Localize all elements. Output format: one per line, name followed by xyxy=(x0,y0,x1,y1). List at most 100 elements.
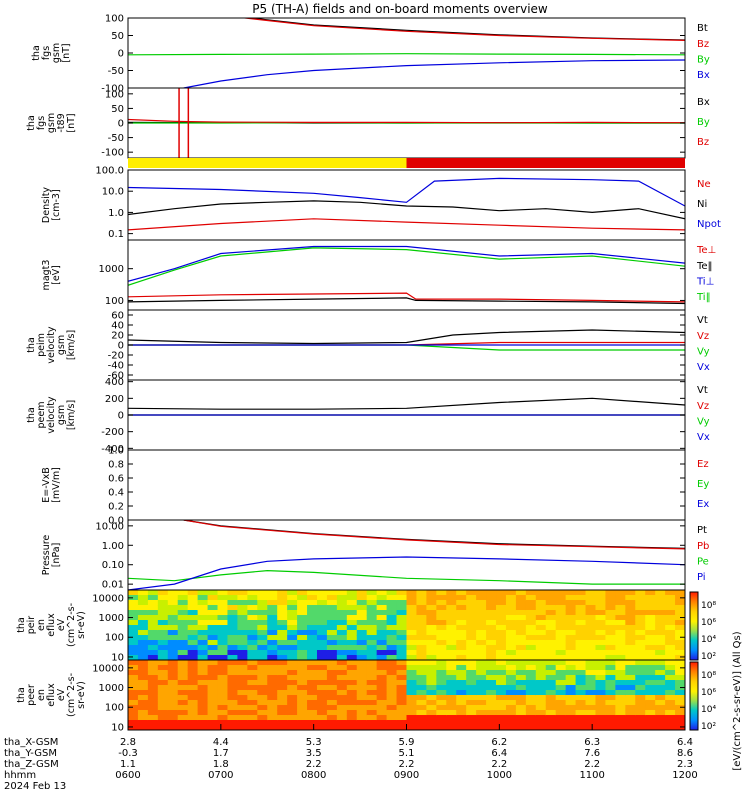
spectrogram-cell xyxy=(187,655,199,660)
spectrogram-cell xyxy=(585,700,597,706)
spectrogram-cell xyxy=(227,705,239,711)
spectrogram-cell xyxy=(635,665,646,671)
spectrogram-cell xyxy=(436,655,447,660)
spectrogram-cell xyxy=(316,720,328,726)
spectrogram-cell xyxy=(535,600,547,606)
spectrogram-cell xyxy=(665,625,676,631)
spectrogram-cell xyxy=(645,595,656,601)
spectrogram-cell xyxy=(595,670,607,676)
spectrogram-cell xyxy=(336,595,348,601)
spectrogram-cell xyxy=(436,720,447,726)
spectrogram-cell xyxy=(157,600,169,606)
spectrogram-cell xyxy=(346,640,358,646)
spectrogram-cell xyxy=(257,700,268,706)
spectrogram-cell xyxy=(525,725,537,730)
spectrogram-cell xyxy=(595,710,607,716)
spectrogram-cell xyxy=(545,620,557,626)
spectrogram-cell xyxy=(336,690,348,696)
spectrogram-cell xyxy=(376,610,388,616)
spectrogram-cell xyxy=(426,720,437,726)
spectrogram-cell xyxy=(625,705,636,711)
spectrogram-cell xyxy=(426,655,437,660)
y-tick-label: 0.6 xyxy=(108,474,124,485)
spectrogram-cell xyxy=(366,595,378,601)
spectrogram-cell xyxy=(565,610,577,616)
spectrogram-cell xyxy=(416,705,427,711)
spectrogram-cell xyxy=(595,605,607,611)
spectrogram-cell xyxy=(167,610,179,616)
spectrogram-cell xyxy=(515,715,527,721)
spectrogram-cell xyxy=(376,600,388,606)
x-row-value: 2.2 xyxy=(399,759,415,770)
spectrogram-cell xyxy=(177,655,189,660)
spectrogram-cell xyxy=(456,625,467,631)
spectrogram-cell xyxy=(346,615,358,621)
spectrogram-cell xyxy=(177,620,189,626)
spectrogram-cell xyxy=(555,660,567,666)
spectrogram-cell xyxy=(545,645,557,651)
spectrogram-cell xyxy=(137,605,149,611)
spectrogram-cell xyxy=(406,665,418,671)
spectrogram-cell xyxy=(396,675,408,681)
spectrogram-cell xyxy=(346,635,358,641)
spectrogram-cell xyxy=(406,620,418,626)
spectrogram-cell xyxy=(346,715,358,721)
spectrogram-cell xyxy=(426,685,437,691)
spectrogram-cell xyxy=(237,600,248,606)
spectrogram-cell xyxy=(177,640,189,646)
y-axis-label: fgs xyxy=(41,46,52,60)
spectrogram-cell xyxy=(217,680,229,686)
x-row-value: 6.4 xyxy=(677,737,693,748)
colorbar-tick-label: 10² xyxy=(701,652,716,662)
spectrogram-cell xyxy=(595,705,607,711)
spectrogram-cell xyxy=(356,645,368,651)
spectrogram-cell xyxy=(466,685,477,691)
spectrogram-cell xyxy=(655,595,666,601)
spectrogram-cell xyxy=(645,625,656,631)
spectrogram-cell xyxy=(486,685,497,691)
spectrogram-cell xyxy=(466,690,477,696)
spectrogram-cell xyxy=(635,650,646,656)
spectrogram-cell xyxy=(207,710,219,716)
spectrogram-cell xyxy=(336,610,348,616)
spectrogram-cell xyxy=(555,690,567,696)
spectrogram-cell xyxy=(257,665,268,671)
spectrogram-cell xyxy=(655,650,666,656)
spectrogram-cell xyxy=(386,640,398,646)
spectrogram-cell xyxy=(376,620,388,626)
spectrogram-cell xyxy=(128,685,139,691)
spectrogram-cell xyxy=(247,690,258,696)
spectrogram-cell xyxy=(267,660,278,666)
y-axis-label: gsm xyxy=(46,113,57,133)
spectrogram-cell xyxy=(217,700,229,706)
spectrogram-cell xyxy=(545,685,557,691)
spectrogram-cell xyxy=(197,705,209,711)
spectrogram-cell xyxy=(545,625,557,631)
spectrogram-cell xyxy=(645,605,656,611)
spectrogram-cell xyxy=(535,630,547,636)
spectrogram-cell xyxy=(157,690,169,696)
spectrogram-cell xyxy=(396,715,408,721)
spectrogram-cell xyxy=(426,675,437,681)
spectrogram-cell xyxy=(247,630,258,636)
spectrogram-cell xyxy=(476,690,487,696)
spectrogram-cell xyxy=(645,680,656,686)
spectrogram-cell xyxy=(137,675,149,681)
spectrogram-cell xyxy=(346,690,358,696)
spectrogram-cell xyxy=(416,665,427,671)
spectrogram-cell xyxy=(267,715,278,721)
spectrogram-cell xyxy=(525,620,537,626)
spectrogram-cell xyxy=(515,700,527,706)
spectrogram-cell xyxy=(157,725,169,730)
spectrogram-cell xyxy=(545,680,557,686)
spectrogram-cell xyxy=(406,725,418,730)
spectrogram-cell xyxy=(356,590,368,596)
spectrogram-cell xyxy=(466,640,477,646)
spectrogram-cell xyxy=(137,630,149,636)
spectrogram-cell xyxy=(625,680,636,686)
spectrogram-cell xyxy=(555,705,567,711)
spectrogram-cell xyxy=(615,600,626,606)
y-tick-label: 0.0 xyxy=(108,516,124,527)
spectrogram-cell xyxy=(356,680,368,686)
spectrogram-cell xyxy=(535,690,547,696)
